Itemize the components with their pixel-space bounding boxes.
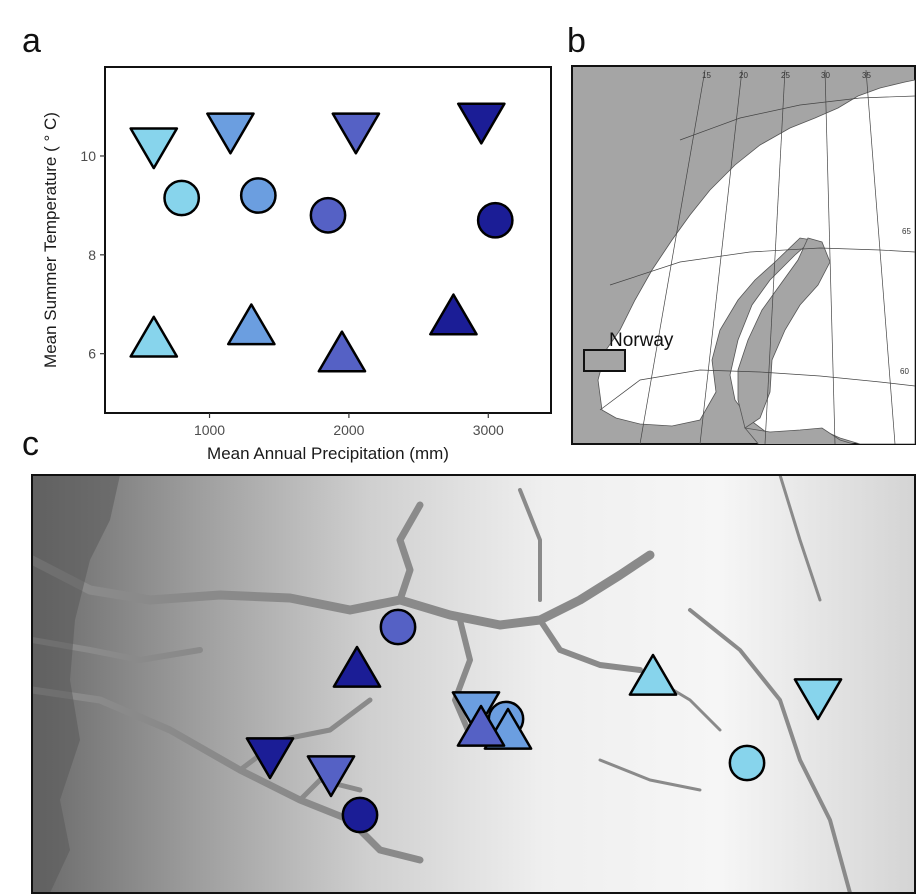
site-marker-circle <box>379 608 417 646</box>
data-point-circle <box>239 177 277 214</box>
x-tick-label: 2000 <box>333 422 364 438</box>
site-marker-triangle-down <box>245 737 295 780</box>
data-point-circle <box>163 179 201 217</box>
site-marker-circle <box>341 796 379 834</box>
data-point-triangle-up <box>129 315 179 358</box>
panel-label-a: a <box>22 22 41 60</box>
data-point-circle <box>309 196 347 234</box>
terrain-background <box>32 475 915 893</box>
site-marker-triangle-down <box>793 678 843 721</box>
site-marker-triangle-up <box>332 645 382 688</box>
y-tick-label: 6 <box>88 346 96 362</box>
map-frame <box>31 474 916 894</box>
fjords <box>32 475 852 893</box>
data-point-triangle-down <box>331 112 381 155</box>
data-point-triangle-up <box>226 303 276 346</box>
site-marker-triangle-up <box>456 704 506 747</box>
panel-label-c: c <box>22 425 39 463</box>
data-point-triangle-down <box>206 112 255 155</box>
x-axis-title: Mean Annual Precipitation (mm) <box>207 444 449 463</box>
site-marker-circle <box>728 744 766 782</box>
scatter-chart: 1000 2000 3000 6 8 10 Mean Annual Precipitati… <box>41 66 552 463</box>
panel-label-b: b <box>567 22 586 60</box>
site-marker-triangle-up <box>628 653 678 696</box>
x-tick-label: 1000 <box>194 422 225 438</box>
data-point-circle <box>476 201 514 239</box>
y-tick-label: 10 <box>80 148 96 164</box>
y-axis-title: Mean Summer Temperature ( ° C) <box>41 112 60 368</box>
data-point-triangle-up <box>429 293 478 336</box>
y-tick-label: 8 <box>88 247 96 263</box>
data-point-triangle-up <box>317 330 367 373</box>
data-point-triangle-down <box>129 127 179 170</box>
x-tick-label: 3000 <box>473 422 504 438</box>
data-point-triangle-down <box>456 102 506 145</box>
site-marker-triangle-down <box>306 755 356 798</box>
coastline <box>32 475 120 893</box>
